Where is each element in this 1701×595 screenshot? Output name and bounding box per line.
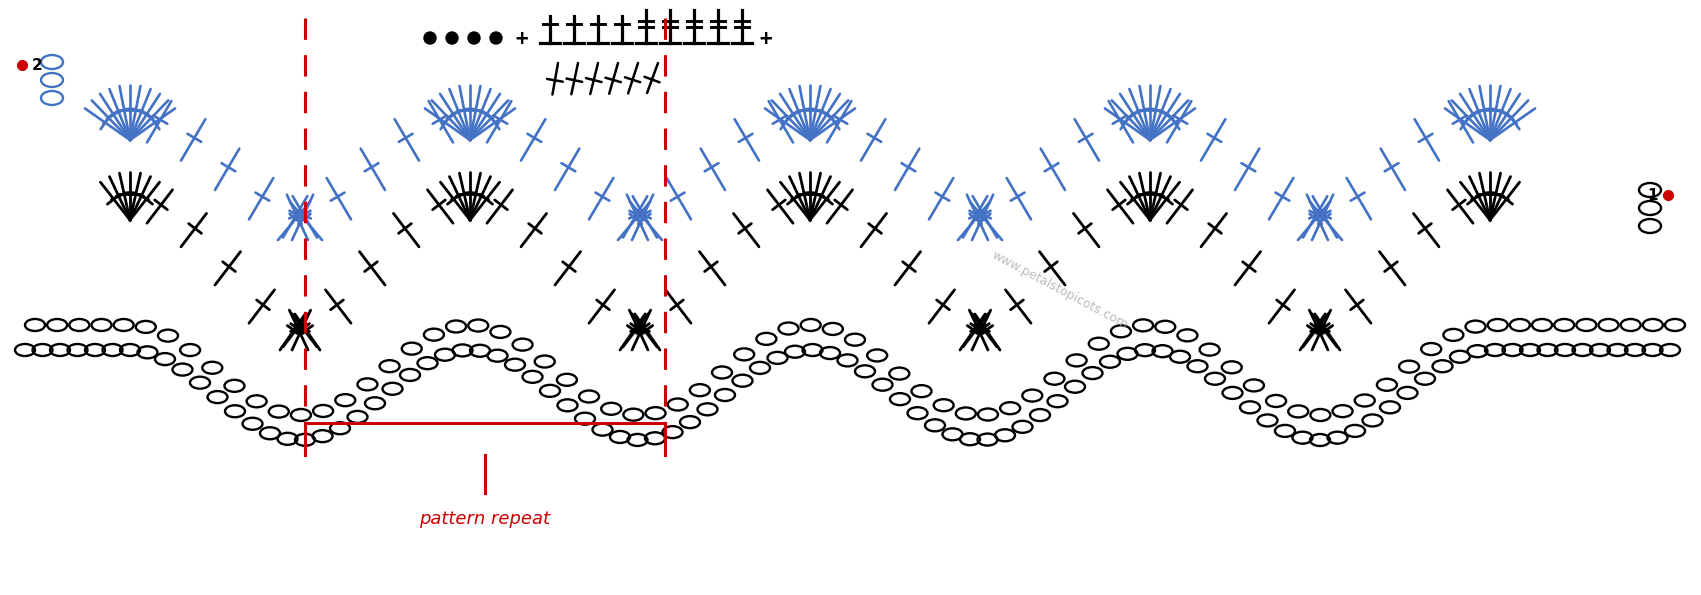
Text: pattern repeat: pattern repeat — [420, 510, 551, 528]
Text: www.petalstopicots.com: www.petalstopicots.com — [990, 249, 1131, 331]
Text: 1: 1 — [1648, 187, 1658, 202]
Ellipse shape — [468, 32, 480, 44]
Ellipse shape — [424, 32, 435, 44]
Text: 2: 2 — [32, 58, 43, 73]
Text: +: + — [760, 29, 772, 49]
Ellipse shape — [446, 32, 458, 44]
Ellipse shape — [490, 32, 502, 44]
Text: +: + — [515, 29, 529, 49]
